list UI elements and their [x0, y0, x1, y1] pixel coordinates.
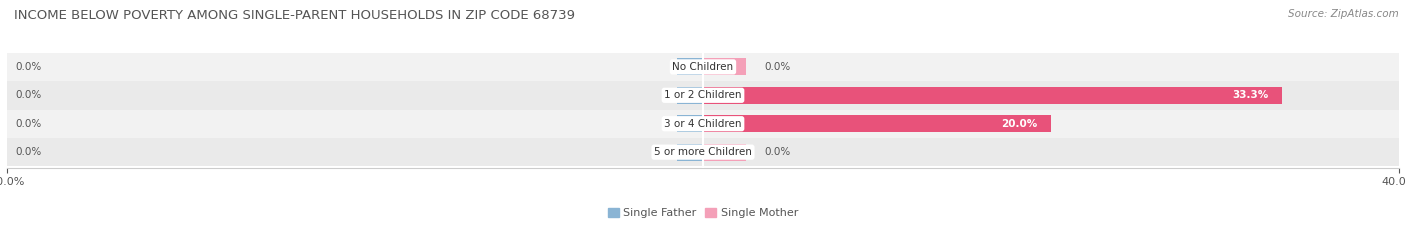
Text: 0.0%: 0.0% [763, 62, 790, 72]
Text: 0.0%: 0.0% [15, 62, 42, 72]
Text: 20.0%: 20.0% [1001, 119, 1038, 129]
Bar [676, 144, 703, 161]
Bar [7, 81, 1399, 110]
Bar [676, 115, 703, 132]
Bar [7, 138, 1399, 166]
Bar [703, 58, 747, 75]
Text: 1 or 2 Children: 1 or 2 Children [664, 90, 742, 100]
Bar [676, 58, 703, 75]
Text: 0.0%: 0.0% [15, 147, 42, 157]
Text: 5 or more Children: 5 or more Children [654, 147, 752, 157]
Bar [676, 87, 703, 104]
Text: Source: ZipAtlas.com: Source: ZipAtlas.com [1288, 9, 1399, 19]
Text: 0.0%: 0.0% [15, 90, 42, 100]
Text: 0.0%: 0.0% [15, 119, 42, 129]
Bar [703, 87, 1282, 104]
Text: 33.3%: 33.3% [1232, 90, 1268, 100]
Bar [703, 115, 1052, 132]
Bar [703, 144, 747, 161]
Legend: Single Father, Single Mother: Single Father, Single Mother [603, 204, 803, 223]
Text: INCOME BELOW POVERTY AMONG SINGLE-PARENT HOUSEHOLDS IN ZIP CODE 68739: INCOME BELOW POVERTY AMONG SINGLE-PARENT… [14, 9, 575, 22]
Bar [7, 110, 1399, 138]
Text: 3 or 4 Children: 3 or 4 Children [664, 119, 742, 129]
Bar [7, 53, 1399, 81]
Text: No Children: No Children [672, 62, 734, 72]
Text: 0.0%: 0.0% [763, 147, 790, 157]
